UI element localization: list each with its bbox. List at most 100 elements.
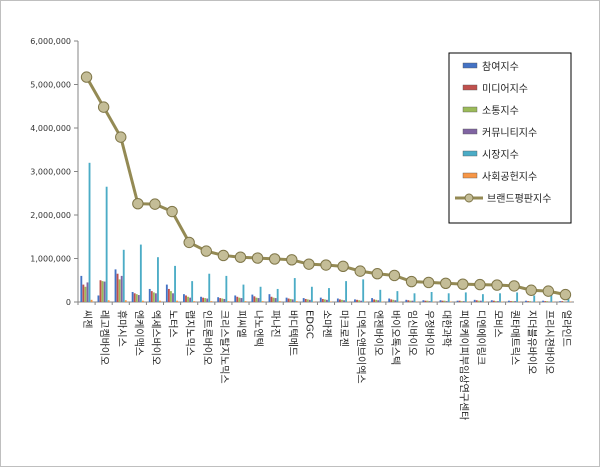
line-point [406, 276, 416, 286]
line-point [184, 237, 194, 247]
bar [362, 279, 364, 302]
legend-label: 브랜드평판지수 [487, 193, 551, 205]
x-tick-label: 파나진 [269, 310, 281, 338]
bar [172, 293, 174, 302]
bar [253, 296, 255, 302]
bar [343, 300, 345, 302]
line-point [355, 266, 365, 276]
bar [279, 301, 281, 302]
bar [208, 274, 210, 302]
x-tick-label: 휴마시스 [115, 310, 127, 347]
bar [292, 299, 294, 302]
x-tick-label: 디엑스앤브이엑스 [355, 310, 367, 384]
line-point [492, 280, 502, 290]
x-tick-label: 바이오톡스텍 [389, 310, 401, 365]
line-point [116, 132, 126, 142]
bar [80, 276, 82, 302]
bar [223, 299, 225, 302]
line-point [526, 285, 536, 295]
bar [328, 288, 330, 302]
bar [354, 299, 356, 302]
bar [431, 292, 433, 302]
legend-label: 미디어지수 [482, 83, 528, 95]
line-point [321, 260, 331, 270]
line-point [372, 269, 382, 279]
legend-label: 사회공헌지수 [482, 171, 537, 183]
bar [446, 301, 448, 302]
bar [345, 281, 347, 302]
bar [174, 266, 176, 302]
bar [339, 299, 341, 302]
bar [200, 297, 202, 302]
bar [427, 301, 429, 302]
line-point [98, 102, 108, 112]
x-tick-label: 레고켐바이오 [98, 310, 110, 365]
bar [442, 301, 444, 302]
bar [149, 289, 151, 302]
legend-swatch [463, 173, 477, 178]
bar [157, 257, 159, 302]
bar [256, 298, 258, 302]
bar [166, 285, 168, 302]
bar [482, 294, 484, 302]
bar [189, 298, 191, 302]
bar [429, 301, 431, 302]
y-tick-label: 1,000,000 [30, 255, 71, 264]
bar [219, 298, 221, 302]
bar [542, 301, 544, 302]
bar [204, 298, 206, 302]
bar [221, 299, 223, 302]
line-point [235, 252, 245, 262]
bar [448, 293, 450, 302]
x-tick-label: 퀀타매트릭스 [509, 310, 521, 365]
line-point [133, 198, 143, 208]
bar [108, 300, 110, 302]
bar [358, 300, 360, 302]
line-point [475, 279, 485, 289]
bar [238, 298, 240, 302]
bar [140, 245, 142, 302]
bar [97, 295, 99, 302]
x-tick-label: 모비스 [492, 310, 504, 338]
legend-label: 커뮤니티지수 [482, 127, 537, 139]
bar [168, 289, 170, 302]
bar [478, 301, 480, 302]
bar [527, 301, 529, 302]
x-tick-label: 엔케이맥스 [132, 310, 144, 356]
line-point [167, 206, 177, 216]
line-point [81, 72, 91, 82]
bar [202, 298, 204, 302]
line-point [218, 250, 228, 260]
bar [409, 301, 411, 302]
line-point [458, 279, 468, 289]
legend-label: 소통지수 [482, 105, 519, 117]
bar [476, 300, 478, 302]
bar [117, 274, 119, 302]
bar [356, 300, 358, 302]
bar [243, 285, 245, 302]
bar [123, 250, 125, 302]
bar [510, 301, 512, 302]
y-tick-label: 3,000,000 [30, 168, 71, 177]
legend-label: 시장지수 [482, 149, 519, 161]
bar [269, 294, 271, 302]
line-point [389, 270, 399, 280]
bar [132, 292, 134, 302]
line-point [269, 254, 279, 264]
bar [533, 295, 535, 302]
bar [273, 298, 275, 302]
bar [463, 301, 465, 302]
bar [91, 300, 93, 302]
legend-label: 참여지수 [482, 61, 519, 73]
bar [326, 300, 328, 302]
line-point [287, 255, 297, 265]
x-tick-label: 노터스 [167, 310, 179, 338]
bar [125, 300, 127, 302]
x-tick-label: 대한과학 [440, 310, 452, 347]
bar [305, 299, 307, 302]
line-point [423, 277, 433, 287]
bar [262, 301, 264, 302]
bar [322, 299, 324, 302]
bar [153, 292, 155, 302]
bar [240, 298, 242, 302]
